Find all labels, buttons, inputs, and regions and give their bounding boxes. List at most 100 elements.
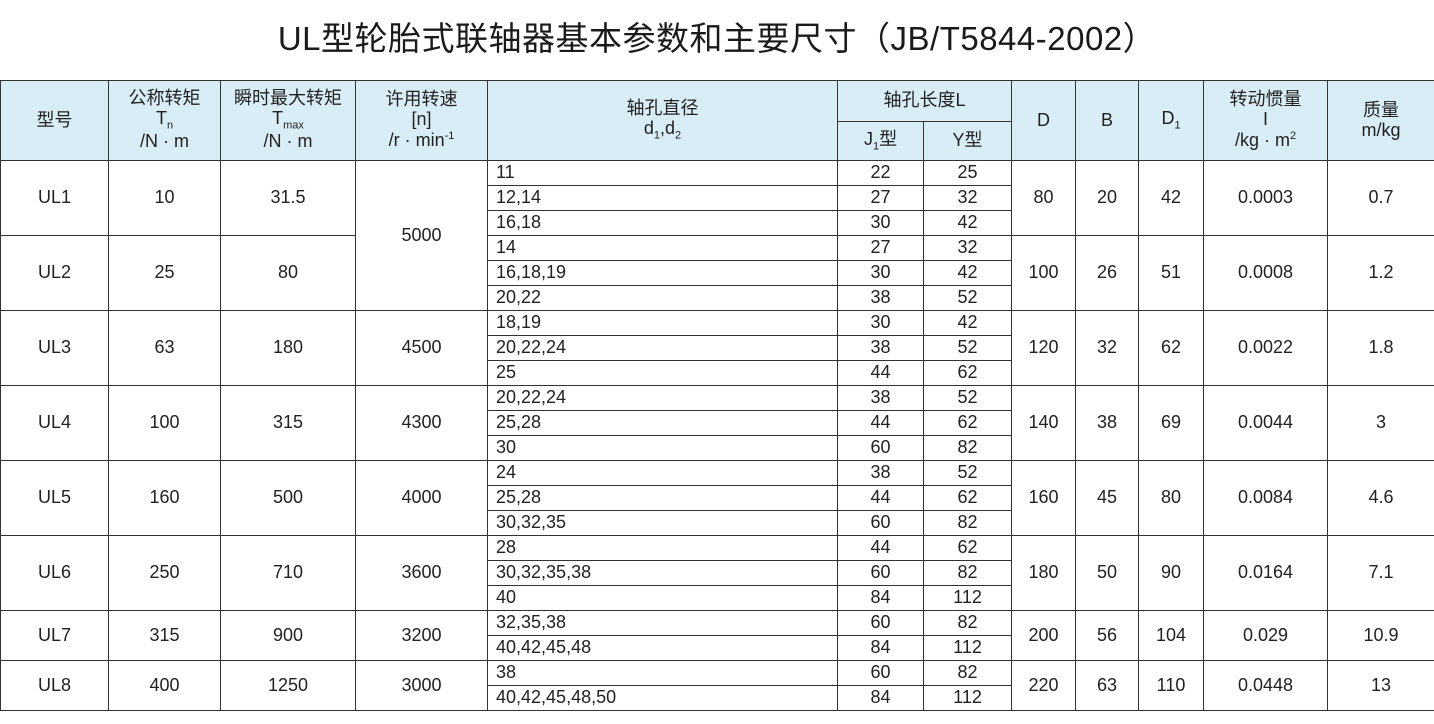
model-cell: UL7 — [0, 610, 109, 661]
D-cell: 160 — [1011, 460, 1077, 536]
table-row: UL5 160 500 4000 24 38 52 160 45 80 0.0084 4.6 — [0, 460, 1434, 536]
model-cell: UL1 — [0, 160, 109, 236]
table-row: 16,18 30 42 — [1, 210, 1434, 236]
table-row: 20,22,24 38 52 — [1, 335, 1434, 361]
bore-diameter-cell: 28 — [487, 535, 838, 561]
max-torque-cell: 1250 — [220, 660, 356, 711]
D1-cell: 42 — [1138, 160, 1205, 236]
j1-length-cell: 60 — [837, 510, 924, 536]
B-cell: 26 — [1075, 235, 1140, 311]
j1-length-cell: 38 — [837, 385, 924, 411]
D1-cell: 90 — [1138, 535, 1205, 611]
j1-length-cell: 44 — [837, 410, 924, 436]
D1-cell: 51 — [1138, 235, 1205, 311]
y-length-cell: 42 — [922, 210, 1013, 236]
D-cell: 140 — [1011, 385, 1077, 461]
y-length-cell: 62 — [922, 535, 1013, 561]
D-cell: 120 — [1011, 310, 1077, 386]
inertia-cell: 0.0044 — [1203, 385, 1329, 461]
D1-cell: 110 — [1138, 660, 1205, 711]
bore-diameter-cell: 25 — [487, 360, 838, 386]
max-torque-cell: 180 — [220, 310, 356, 386]
table-row: 30,32,35,38 60 82 — [1, 560, 1434, 586]
header-nominal-torque: 公称转矩 Tn/N · m — [108, 80, 221, 161]
j1-length-cell: 30 — [837, 310, 924, 336]
model-cell: UL5 — [0, 460, 109, 536]
table-row: UL7 315 900 3200 32,35,38 60 82 200 56 104 0.029 10… — [0, 610, 1434, 661]
y-length-cell: 52 — [922, 285, 1013, 311]
y-length-cell: 62 — [922, 410, 1013, 436]
table-row: 12,14 27 32 — [1, 185, 1434, 211]
mass-cell: 0.7 — [1327, 160, 1434, 236]
y-length-cell: 62 — [922, 485, 1013, 511]
nominal-torque-cell: 100 — [108, 385, 221, 461]
inertia-cell: 0.029 — [1203, 610, 1329, 661]
B-cell: 45 — [1075, 460, 1140, 536]
mass-cell: 3 — [1327, 385, 1434, 461]
table-row: UL1 10 31.5 5000 11 22 25 80 20 42 0.0003 0.7 — [0, 160, 1434, 311]
j1-length-cell: 44 — [837, 360, 924, 386]
nominal-torque-cell: 160 — [108, 460, 221, 536]
mass-cell: 10.9 — [1327, 610, 1434, 661]
bore-diameter-cell: 20,22 — [487, 285, 838, 311]
table-row: UL2 25 80 14 27 32 100 26 51 0.0008 1.2 — [0, 235, 1434, 311]
y-length-cell: 62 — [922, 360, 1013, 386]
j1-length-cell: 60 — [837, 435, 924, 461]
table-row: 20,22 38 52 — [1, 285, 1434, 311]
B-cell: 32 — [1075, 310, 1140, 386]
header-D: D — [1011, 80, 1077, 161]
inertia-cell: 0.0003 — [1203, 160, 1329, 236]
nominal-torque-cell: 63 — [108, 310, 221, 386]
D1-cell: 104 — [1138, 610, 1205, 661]
model-cell: UL4 — [0, 385, 109, 461]
y-length-cell: 82 — [922, 510, 1013, 536]
B-cell: 63 — [1075, 660, 1140, 711]
max-torque-cell: 500 — [220, 460, 356, 536]
nominal-torque-cell: 25 — [108, 235, 221, 311]
model-cell: UL6 — [0, 535, 109, 611]
bore-diameter-cell: 16,18 — [487, 210, 838, 236]
speed-cell: 5000 — [355, 160, 488, 311]
j1-length-cell: 84 — [837, 685, 924, 711]
bore-diameter-cell: 25,28 — [487, 410, 838, 436]
mass-cell: 4.6 — [1327, 460, 1434, 536]
header-model: 型号 — [0, 80, 109, 161]
table-row: 25,28 44 62 — [1, 485, 1434, 511]
j1-length-cell: 30 — [837, 260, 924, 286]
inertia-cell: 0.0084 — [1203, 460, 1329, 536]
B-cell: 20 — [1075, 160, 1140, 236]
j1-length-cell: 22 — [837, 160, 924, 186]
j1-length-cell: 44 — [837, 485, 924, 511]
B-cell: 38 — [1075, 385, 1140, 461]
y-length-cell: 42 — [922, 310, 1013, 336]
inertia-cell: 0.0022 — [1203, 310, 1329, 386]
header-allowable-speed: 许用转速 [n]/r · min-1 — [355, 80, 488, 161]
bore-diameter-cell: 40,42,45,48,50 — [487, 685, 838, 711]
y-length-cell: 25 — [922, 160, 1013, 186]
y-length-cell: 112 — [922, 585, 1013, 611]
header-y-type: Y型 — [922, 121, 1013, 161]
bore-diameter-cell: 38 — [487, 660, 838, 686]
bore-diameter-cell: 16,18,19 — [487, 260, 838, 286]
y-length-cell: 52 — [922, 385, 1013, 411]
header-inertia: 转动惯量 I/kg · m2 — [1203, 80, 1329, 161]
model-cell: UL3 — [0, 310, 109, 386]
y-length-cell: 32 — [922, 235, 1013, 261]
page-title: UL型轮胎式联轴器基本参数和主要尺寸（JB/T5844-2002） — [277, 20, 1157, 57]
header-D1: D1 — [1138, 80, 1205, 161]
bore-diameter-cell: 40,42,45,48 — [487, 635, 838, 661]
D-cell: 180 — [1011, 535, 1077, 611]
max-torque-cell: 31.5 — [220, 160, 356, 236]
table-row: 30,32,35 60 82 — [1, 510, 1434, 536]
j1-length-cell: 44 — [837, 535, 924, 561]
table-row: UL3 63 180 4500 18,19 30 42 120 32 62 0.0022 1.8 — [0, 310, 1434, 386]
y-length-cell: 82 — [922, 435, 1013, 461]
mass-cell: 7.1 — [1327, 535, 1434, 611]
y-length-cell: 32 — [922, 185, 1013, 211]
model-cell: UL2 — [0, 235, 109, 311]
nominal-torque-cell: 315 — [108, 610, 221, 661]
j1-length-cell: 60 — [837, 610, 924, 636]
mass-cell: 13 — [1327, 660, 1434, 711]
speed-cell: 3000 — [355, 660, 488, 711]
B-cell: 50 — [1075, 535, 1140, 611]
